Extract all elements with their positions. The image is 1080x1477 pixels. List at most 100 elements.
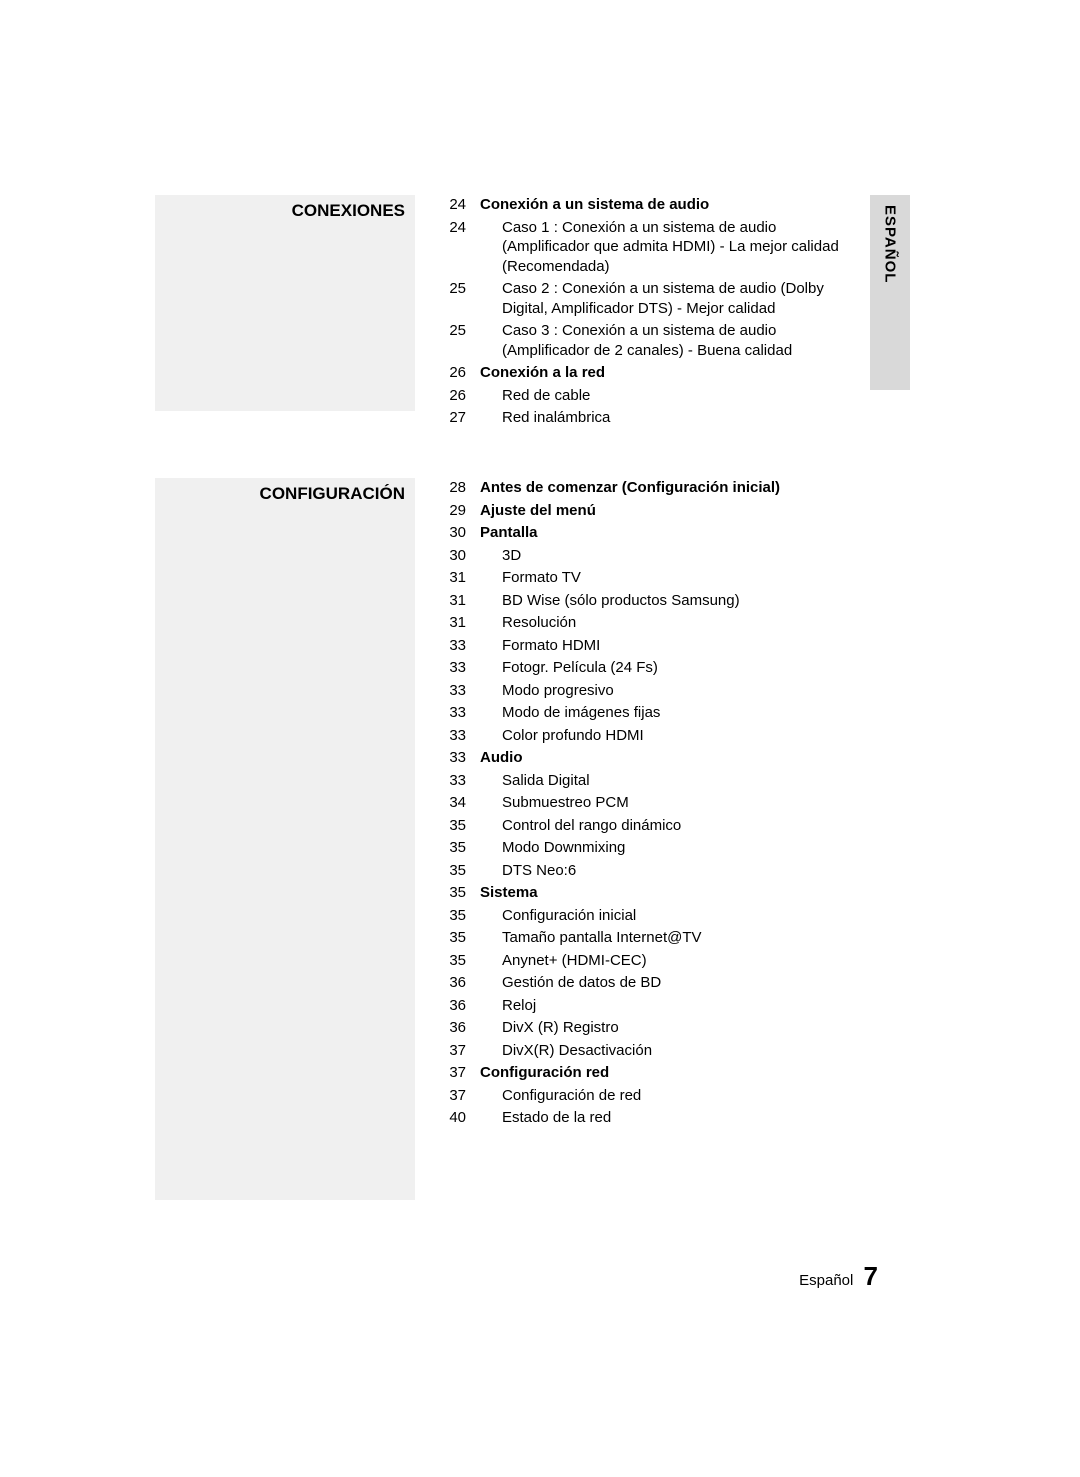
toc-page-number: 30 [432, 546, 480, 566]
toc-page-number: 35 [432, 838, 480, 858]
toc-entry-text: Resolución [480, 613, 576, 633]
toc-entries: 24Conexión a un sistema de audio 24Caso 1… [432, 195, 862, 431]
toc-page-number: 31 [432, 591, 480, 611]
toc-entry-text: Caso 2 : Conexión a un sistema de audio … [480, 279, 862, 318]
toc-page-number: 26 [432, 363, 480, 383]
toc-row: 35Configuración inicial [432, 906, 862, 926]
toc-page-number: 35 [432, 906, 480, 926]
toc-entry-text: DivX (R) Registro [480, 1018, 619, 1038]
footer-language: Español [799, 1272, 853, 1289]
toc-entry-text: Configuración inicial [480, 906, 636, 926]
toc-row: 28Antes de comenzar (Configuración inici… [432, 478, 862, 498]
toc-page-number: 31 [432, 613, 480, 633]
toc-row: 35DTS Neo:6 [432, 861, 862, 881]
toc-row: 29Ajuste del menú [432, 501, 862, 521]
toc-row: 26Red de cable [432, 386, 862, 406]
toc-page-number: 31 [432, 568, 480, 588]
toc-page-number: 35 [432, 816, 480, 836]
page-footer: Español 7 [799, 1261, 878, 1292]
toc-entry-text: Red inalámbrica [480, 408, 610, 428]
toc-entry-text: Configuración red [480, 1063, 609, 1083]
toc-page-number: 37 [432, 1041, 480, 1061]
toc-page-number: 33 [432, 726, 480, 746]
toc-page-number: 28 [432, 478, 480, 498]
toc-entry-text: 3D [480, 546, 521, 566]
toc-row: 33Color profundo HDMI [432, 726, 862, 746]
toc-page-number: 26 [432, 386, 480, 406]
toc-entry-text: Red de cable [480, 386, 590, 406]
toc-page-number: 33 [432, 636, 480, 656]
toc-row: 31BD Wise (sólo productos Samsung) [432, 591, 862, 611]
toc-page-number: 25 [432, 279, 480, 318]
toc-entry-text: Control del rango dinámico [480, 816, 681, 836]
toc-row: 26Conexión a la red [432, 363, 862, 383]
toc-row: 37Configuración de red [432, 1086, 862, 1106]
section-title: CONEXIONES [155, 201, 405, 221]
toc-entry-text: BD Wise (sólo productos Samsung) [480, 591, 740, 611]
toc-page-number: 35 [432, 861, 480, 881]
toc-row: 31Formato TV [432, 568, 862, 588]
toc-row: 33Fotogr. Película (24 Fs) [432, 658, 862, 678]
toc-row: 37DivX(R) Desactivación [432, 1041, 862, 1061]
toc-entry-text: DivX(R) Desactivación [480, 1041, 652, 1061]
toc-row: 35Sistema [432, 883, 862, 903]
toc-entry-text: Conexión a la red [480, 363, 605, 383]
toc-row: 303D [432, 546, 862, 566]
toc-entry-text: Modo Downmixing [480, 838, 625, 858]
footer-page-number: 7 [864, 1261, 878, 1291]
toc-entry-text: Pantalla [480, 523, 538, 543]
toc-row: 27Red inalámbrica [432, 408, 862, 428]
toc-entry-text: Audio [480, 748, 523, 768]
toc-row: 24Conexión a un sistema de audio [432, 195, 862, 215]
toc-row: 34Submuestreo PCM [432, 793, 862, 813]
toc-entry-text: Gestión de datos de BD [480, 973, 661, 993]
toc-page-number: 29 [432, 501, 480, 521]
toc-entry-text: Formato HDMI [480, 636, 600, 656]
toc-page-number: 37 [432, 1063, 480, 1083]
toc-section: CONFIGURACIÓN [155, 478, 415, 1200]
toc-row: 35Anynet+ (HDMI-CEC) [432, 951, 862, 971]
toc-entry-text: Tamaño pantalla Internet@TV [480, 928, 702, 948]
toc-row: 35Modo Downmixing [432, 838, 862, 858]
toc-row: 36Gestión de datos de BD [432, 973, 862, 993]
toc-row: 31Resolución [432, 613, 862, 633]
toc-row: 36DivX (R) Registro [432, 1018, 862, 1038]
language-tab-label: ESPAÑOL [882, 205, 899, 283]
toc-entry-text: Reloj [480, 996, 536, 1016]
language-tab: ESPAÑOL [870, 195, 910, 390]
toc-row: 33Modo de imágenes fijas [432, 703, 862, 723]
toc-entry-text: Ajuste del menú [480, 501, 596, 521]
toc-row: 25Caso 3 : Conexión a un sistema de audi… [432, 321, 862, 360]
toc-page-number: 25 [432, 321, 480, 360]
toc-page-number: 40 [432, 1108, 480, 1128]
toc-entry-text: Submuestreo PCM [480, 793, 629, 813]
toc-page-number: 33 [432, 681, 480, 701]
toc-row: 40Estado de la red [432, 1108, 862, 1128]
section-bar: CONFIGURACIÓN [155, 478, 415, 1200]
toc-entry-text: Modo de imágenes fijas [480, 703, 660, 723]
toc-page-number: 33 [432, 703, 480, 723]
toc-row: 24Caso 1 : Conexión a un sistema de audi… [432, 218, 862, 277]
toc-entry-text: Fotogr. Película (24 Fs) [480, 658, 658, 678]
toc-row: 30Pantalla [432, 523, 862, 543]
toc-entry-text: Salida Digital [480, 771, 590, 791]
toc-page-number: 36 [432, 973, 480, 993]
toc-row: 33Modo progresivo [432, 681, 862, 701]
toc-page-number: 35 [432, 883, 480, 903]
toc-entry-text: Antes de comenzar (Configuración inicial… [480, 478, 780, 498]
toc-page-number: 30 [432, 523, 480, 543]
toc-row: 33Salida Digital [432, 771, 862, 791]
toc-page-number: 33 [432, 658, 480, 678]
toc-entry-text: Anynet+ (HDMI-CEC) [480, 951, 647, 971]
toc-row: 36Reloj [432, 996, 862, 1016]
toc-entries: 28Antes de comenzar (Configuración inici… [432, 478, 862, 1131]
toc-entry-text: Estado de la red [480, 1108, 611, 1128]
toc-page-number: 37 [432, 1086, 480, 1106]
toc-entry-text: Color profundo HDMI [480, 726, 644, 746]
toc-row: 35Tamaño pantalla Internet@TV [432, 928, 862, 948]
toc-page-number: 27 [432, 408, 480, 428]
toc-row: 33Formato HDMI [432, 636, 862, 656]
toc-entry-text: Sistema [480, 883, 538, 903]
toc-page-number: 24 [432, 195, 480, 215]
toc-page-number: 33 [432, 748, 480, 768]
